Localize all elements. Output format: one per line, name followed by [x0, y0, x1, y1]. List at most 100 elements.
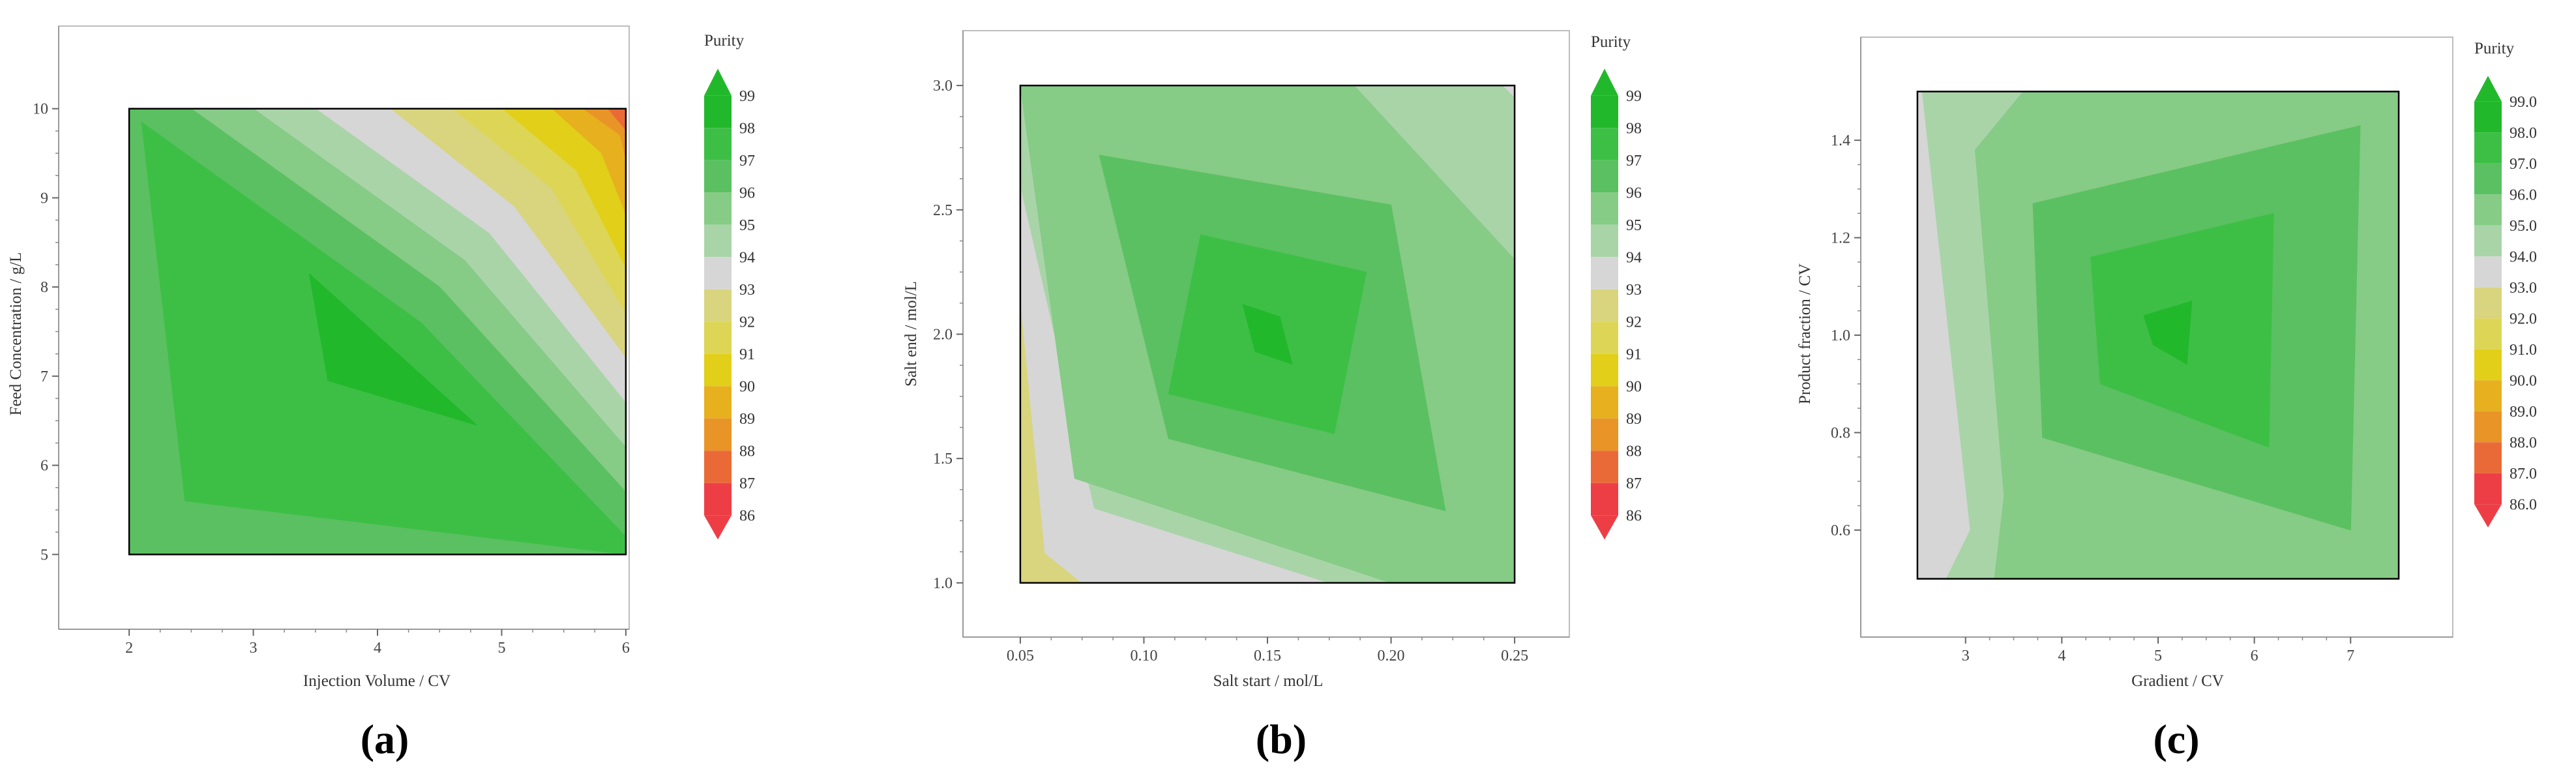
legend-tick-label: 89	[739, 411, 755, 428]
legend-swatch-88	[1591, 418, 1618, 451]
legend-swatch-87	[1591, 451, 1618, 483]
legend-tick-label: 87	[739, 475, 755, 492]
legend-swatch-86	[1591, 483, 1618, 516]
legend-arrow-top	[704, 68, 732, 96]
y-tick-label: 7	[40, 368, 48, 385]
data-region-border	[128, 108, 627, 556]
y-axis-label: Product fraction / CV	[1796, 263, 1814, 404]
legend-tick-label: 88.0	[2509, 434, 2537, 451]
x-tick-label: 4	[2058, 647, 2065, 664]
legend-tick-label: 92	[739, 314, 755, 331]
legend-swatch-90	[1591, 353, 1618, 387]
legend-tick-label: 90	[739, 378, 755, 395]
legend-swatch-95	[704, 192, 732, 225]
y-tick-label: 2.5	[933, 202, 953, 219]
x-tick-label: 0.10	[1130, 647, 1157, 664]
legend-arrow-top	[1591, 68, 1618, 96]
legend-tick-label: 96	[739, 185, 755, 201]
legend-swatch-88	[2474, 411, 2502, 443]
legend-tick-label: 91	[1626, 346, 1642, 363]
legend-tick-label: 90	[1626, 378, 1642, 395]
legend-tick-label: 97	[739, 153, 755, 170]
legend-tick-label: 92.0	[2509, 310, 2537, 327]
legend: Purity 99.0 98.0 97.0 96.0 95.0 94.0 93.0 92.0 91…	[2474, 40, 2537, 528]
legend-title: Purity	[2474, 40, 2515, 57]
legend-swatch-94	[1591, 224, 1618, 258]
x-tick-label: 5	[2154, 647, 2162, 664]
legend-tick-label: 86	[739, 507, 755, 524]
x-tick-label: 0.25	[1501, 647, 1528, 664]
legend-tick-label: 90.0	[2509, 372, 2537, 389]
y-axis-label: Salt end / mol/L	[902, 281, 920, 387]
legend-tick-label: 86.0	[2509, 496, 2537, 513]
legend-tick-label: 98	[739, 120, 755, 137]
x-axis-label: Salt start / mol/L	[1213, 672, 1324, 690]
data-region-border	[1019, 84, 1516, 584]
legend-swatch-91	[1591, 321, 1618, 354]
x-tick-label: 7	[2347, 647, 2354, 664]
legend-swatch-91	[704, 321, 732, 354]
legend-tick-label: 95.0	[2509, 218, 2537, 235]
x-tick-label: 2	[125, 640, 133, 657]
data-region-border	[1916, 91, 2400, 580]
y-tick-label: 8	[40, 279, 48, 296]
y-axis-label: Feed Concentration / g/L	[7, 252, 25, 416]
legend-title: Purity	[704, 32, 745, 50]
y-tick-label: 10	[33, 101, 48, 118]
x-tick-label: 3	[1962, 647, 1970, 664]
legend-swatch-98	[2474, 101, 2502, 133]
legend-tick-label: 86	[1626, 507, 1642, 524]
x-tick-label: 0.15	[1254, 647, 1281, 664]
legend-tick-label: 93	[739, 282, 755, 299]
x-tick-label: 4	[374, 640, 381, 657]
x-tick-label: 0.20	[1378, 647, 1405, 664]
legend-tick-label: 94.0	[2509, 248, 2537, 265]
legend-swatch-90	[2474, 349, 2502, 381]
legend-swatch-88	[704, 418, 732, 451]
y-tick-label: 0.8	[1831, 424, 1850, 441]
legend-swatch-97	[1591, 128, 1618, 160]
legend-swatch-96	[1591, 160, 1618, 193]
legend-tick-label: 88	[739, 443, 755, 460]
legend-swatch-94	[2474, 225, 2502, 257]
legend-swatch-87	[704, 451, 732, 483]
y-tick-label: 1.0	[933, 575, 953, 592]
legend-swatch-87	[2474, 442, 2502, 473]
y-tick-label: 2.0	[933, 327, 953, 344]
legend-title: Purity	[1591, 33, 1631, 51]
x-axis-label: Gradient / CV	[2131, 672, 2224, 690]
y-tick-label: 1.2	[1831, 230, 1850, 247]
legend-tick-label: 92	[1626, 314, 1642, 331]
legend-swatch-89	[2474, 380, 2502, 411]
legend-swatch-98	[1591, 95, 1618, 128]
legend: Purity 99 98 97 96 95 94 93 92 91 90 89 88 87 86	[704, 32, 755, 540]
legend-tick-label: 87	[1626, 475, 1642, 492]
y-tick-label: 9	[40, 190, 48, 207]
legend-tick-label: 99	[1626, 88, 1642, 105]
y-tick-label: 0.6	[1831, 522, 1850, 539]
legend-swatch-94	[704, 224, 732, 258]
panel-label: (a)	[361, 716, 409, 762]
legend-swatch-97	[704, 128, 732, 160]
x-tick-label: 3	[250, 640, 258, 657]
legend-tick-label: 97.0	[2509, 156, 2537, 173]
legend-tick-label: 94	[1626, 249, 1642, 266]
legend-swatch-93	[1591, 257, 1618, 290]
x-tick-label: 0.05	[1007, 647, 1034, 664]
x-tick-label: 5	[497, 640, 505, 657]
legend-swatch-86	[2474, 473, 2502, 505]
legend-swatch-89	[704, 386, 732, 419]
legend: Purity 99 98 97 96 95 94 93 92 91 90 89 88 87 86	[1591, 33, 1642, 540]
legend-swatch-96	[704, 160, 732, 193]
legend-swatch-95	[1591, 192, 1618, 225]
legend-tick-label: 98	[1626, 120, 1642, 137]
legend-tick-label: 89.0	[2509, 404, 2537, 421]
contour-band-98	[308, 273, 477, 426]
contour-bands	[1917, 91, 2399, 579]
y-tick-label: 1.5	[933, 451, 953, 468]
legend-tick-label: 98.0	[2509, 125, 2537, 141]
contour-bands	[1020, 85, 1515, 583]
contour-plot-c: 3 4 5 6 7 0.6 0.8 1.0 1.2 1.4 Gradient / CV Product…	[1796, 37, 2537, 762]
